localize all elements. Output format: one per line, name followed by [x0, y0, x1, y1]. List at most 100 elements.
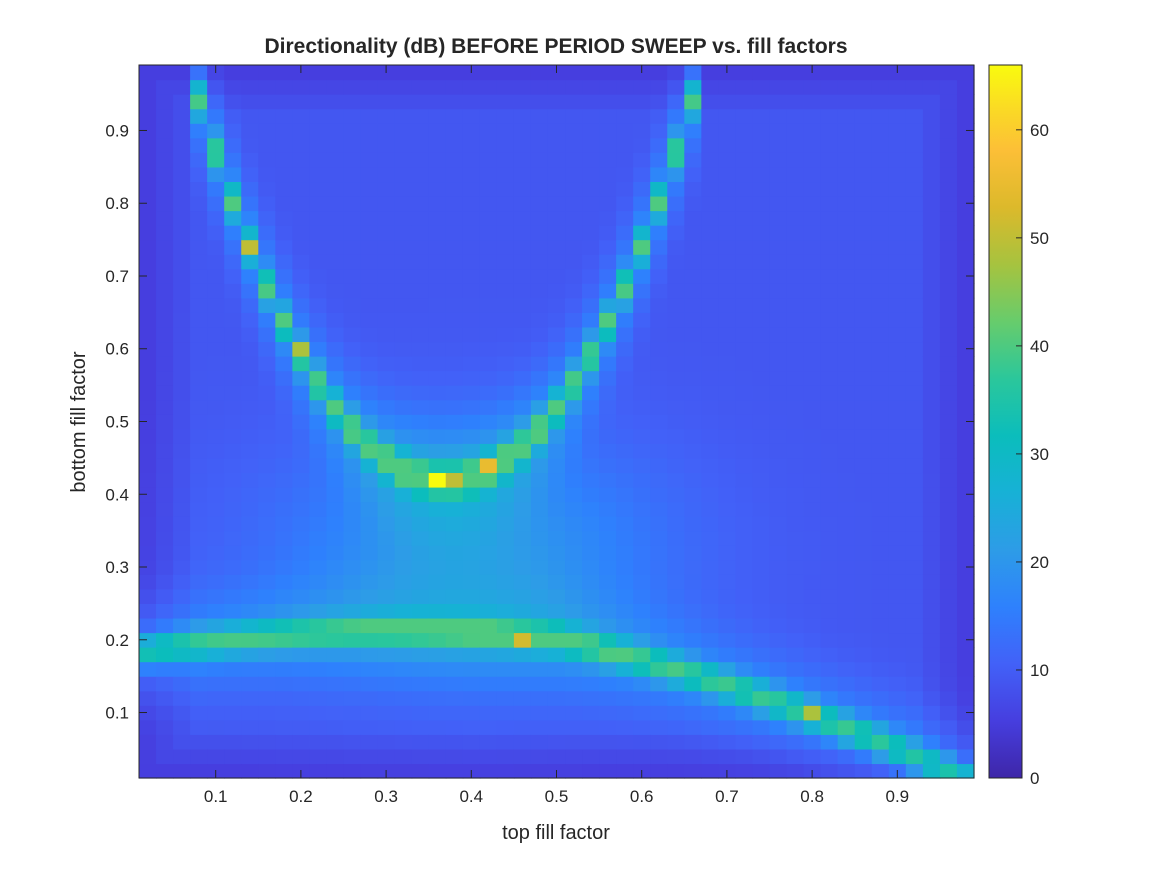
heatmap-cell: [718, 486, 737, 503]
heatmap-cell: [173, 428, 191, 444]
heatmap-cell: [718, 545, 737, 561]
heatmap-cell: [462, 705, 481, 721]
heatmap-cell: [377, 283, 396, 299]
heatmap-cell: [530, 195, 549, 212]
heatmap-cell: [207, 559, 225, 575]
heatmap-cell: [752, 734, 771, 750]
heatmap-cell: [428, 385, 447, 401]
heatmap-cell: [582, 65, 600, 81]
heatmap-cell: [820, 428, 839, 444]
heatmap-cell: [820, 414, 839, 430]
heatmap-cell: [394, 457, 413, 474]
heatmap-cell: [769, 676, 788, 692]
heatmap-cell: [616, 152, 634, 168]
heatmap-cell: [871, 545, 890, 561]
heatmap-cell: [599, 370, 617, 386]
heatmap-cell: [718, 152, 737, 168]
heatmap-cell: [428, 297, 447, 313]
heatmap-cell: [905, 763, 924, 779]
heatmap-cell: [684, 123, 702, 139]
heatmap-cell: [428, 443, 447, 459]
heatmap-cell: [309, 254, 328, 270]
heatmap-cell: [650, 632, 668, 648]
heatmap-cell: [939, 428, 958, 444]
heatmap-cell: [411, 676, 430, 692]
heatmap-cell: [854, 428, 873, 444]
heatmap-cell: [922, 632, 941, 648]
heatmap-cell: [820, 341, 839, 357]
heatmap-cell: [837, 152, 856, 168]
heatmap-cell: [939, 516, 958, 532]
heatmap-cell: [241, 559, 259, 575]
heatmap-cell: [888, 239, 907, 255]
heatmap-cell: [701, 428, 719, 444]
heatmap-cell: [820, 734, 839, 750]
heatmap-cell: [411, 210, 430, 226]
heatmap-cell: [650, 166, 668, 183]
heatmap-cell: [599, 254, 617, 270]
heatmap-cell: [479, 79, 498, 95]
heatmap-cell: [582, 516, 600, 532]
heatmap-cell: [411, 79, 430, 95]
heatmap-cell: [462, 399, 481, 415]
heatmap-cell: [854, 283, 873, 299]
heatmap-cell: [582, 123, 600, 139]
heatmap-cell: [769, 123, 788, 139]
heatmap-cell: [309, 705, 328, 721]
heatmap-cell: [922, 501, 941, 517]
heatmap-cell: [190, 763, 208, 779]
heatmap-cell: [513, 719, 532, 735]
heatmap-cell: [309, 326, 328, 343]
heatmap-cell: [905, 457, 924, 474]
heatmap-cell: [701, 719, 719, 735]
heatmap-cell: [650, 559, 668, 575]
heatmap-cell: [479, 457, 498, 474]
heatmap-cell: [956, 559, 975, 575]
heatmap-cell: [616, 486, 634, 503]
heatmap-cell: [888, 297, 907, 313]
heatmap-cell: [326, 225, 345, 241]
heatmap-cell: [547, 210, 566, 226]
heatmap-cell: [667, 763, 685, 779]
heatmap-cell: [871, 588, 890, 604]
heatmap-cell: [633, 443, 651, 459]
heatmap-cell: [496, 705, 515, 721]
heatmap-cell: [309, 297, 328, 313]
heatmap-cell: [701, 152, 719, 168]
heatmap-cell: [479, 617, 498, 634]
heatmap-cell: [496, 748, 515, 765]
heatmap-cell: [224, 690, 242, 706]
heatmap-cell: [803, 472, 822, 488]
heatmap-cell: [786, 385, 805, 401]
heatmap-cell: [547, 705, 566, 721]
heatmap-cell: [275, 254, 293, 270]
heatmap-cell: [701, 399, 719, 415]
heatmap-cell: [956, 166, 975, 183]
heatmap-cell: [752, 530, 771, 546]
heatmap-cell: [156, 268, 174, 284]
heatmap-cell: [173, 283, 191, 299]
heatmap-cell: [139, 152, 157, 168]
heatmap-cell: [513, 239, 532, 255]
heatmap-cell: [871, 341, 890, 357]
heatmap-cell: [633, 472, 651, 488]
heatmap-cell: [837, 603, 856, 619]
heatmap-cell: [701, 195, 719, 212]
heatmap-cell: [888, 414, 907, 430]
heatmap-cell: [956, 152, 975, 168]
heatmap-cell: [309, 341, 328, 357]
heatmap-cell: [326, 457, 345, 474]
heatmap-cell: [309, 734, 328, 750]
heatmap-cell: [445, 152, 464, 168]
heatmap-cell: [173, 632, 191, 648]
heatmap-cell: [173, 748, 191, 765]
heatmap-cell: [207, 399, 225, 415]
heatmap-cell: [258, 399, 276, 415]
heatmap-cell: [786, 559, 805, 575]
heatmap-cell: [888, 632, 907, 648]
heatmap-cell: [735, 283, 754, 299]
heatmap-cell: [207, 617, 225, 634]
heatmap-cell: [701, 370, 719, 386]
x-tick-label: 0.6: [630, 787, 654, 806]
heatmap-cell: [394, 356, 413, 372]
